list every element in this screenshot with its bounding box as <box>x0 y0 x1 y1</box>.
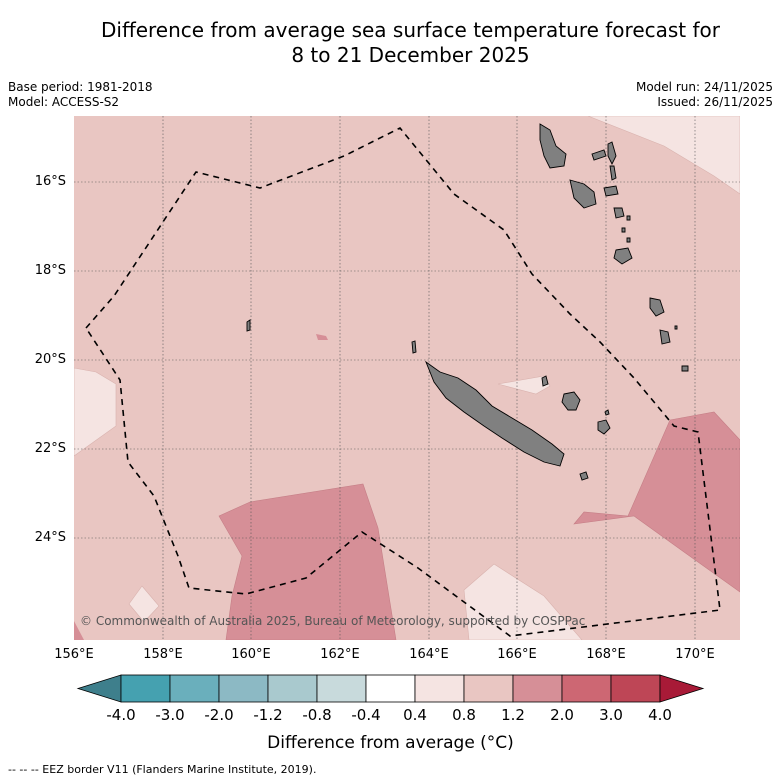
base-anomaly-field <box>74 116 740 640</box>
efate-island <box>613 207 625 219</box>
colorbar-over-triangle <box>659 674 705 703</box>
maewo-island <box>607 141 617 166</box>
pentecost-island <box>609 165 617 181</box>
colorbar-bin-1 <box>169 674 220 703</box>
light-anomaly-region-w <box>74 367 117 457</box>
walpole-island <box>604 409 610 416</box>
small-islet-2 <box>621 227 626 233</box>
loyalty-islands-lifou <box>561 391 581 411</box>
land-masses <box>246 123 689 481</box>
small-islet-3 <box>626 237 631 243</box>
colorbar-bin-6 <box>414 674 465 703</box>
y-tick-24s: 24°S <box>34 530 66 545</box>
model-run: Model run: 24/11/2025 <box>635 80 773 94</box>
colorbar-label: 0.8 <box>452 706 476 724</box>
base-period: Base period: 1981-2018 <box>8 80 153 94</box>
small-islet-1 <box>626 215 631 221</box>
y-tick-16s: 16°S <box>34 174 66 189</box>
colorbar-label: 2.0 <box>550 706 574 724</box>
new-caledonia-island <box>425 360 565 467</box>
x-tick-170: 170°E <box>675 647 715 662</box>
issued-date: Issued: 26/11/2025 <box>657 95 773 109</box>
light-anomaly-region-sw <box>128 585 160 623</box>
colorbar-label: -0.4 <box>351 706 381 724</box>
colorbar-bin-2 <box>218 674 269 703</box>
colorbar-title: Difference from average (°C) <box>267 733 514 753</box>
title-line-1: Difference from average sea surface temp… <box>100 18 720 42</box>
light-anomaly-region-ne <box>587 116 740 195</box>
x-tick-158: 158°E <box>143 647 183 662</box>
gridlines <box>74 116 740 640</box>
loyalty-islands-ouvea <box>541 375 549 387</box>
colorbar-bin-8 <box>512 674 563 703</box>
colorbar-label: -3.0 <box>155 706 185 724</box>
colorbar-label: -2.0 <box>204 706 234 724</box>
colorbar-bin-7 <box>463 674 514 703</box>
y-tick-20s: 20°S <box>34 352 66 367</box>
warm-anomaly-edge-sw <box>74 621 84 640</box>
epi-island <box>603 185 619 197</box>
x-tick-160: 160°E <box>231 647 271 662</box>
chart-title: Difference from average sea surface temp… <box>40 18 781 68</box>
aneityum-island <box>659 329 671 345</box>
colorbar-label: 0.4 <box>403 706 427 724</box>
colorbar-bin-10 <box>610 674 661 703</box>
ambae-island <box>591 149 607 161</box>
chesterfield-islet <box>246 319 251 332</box>
meta-right: Model run: 24/11/2025 Issued: 26/11/2025 <box>636 80 773 110</box>
eez-border <box>84 126 721 637</box>
espiritu-santo-island <box>539 123 567 169</box>
colorbar-bin-9 <box>561 674 612 703</box>
y-tick-18s: 18°S <box>34 263 66 278</box>
isle-of-pines <box>579 471 589 481</box>
title-line-2: 8 to 21 December 2025 <box>291 43 530 67</box>
eez-legend-footer: -- -- -- EEZ border V11 (Flanders Marine… <box>8 763 317 776</box>
x-tick-156: 156°E <box>54 647 94 662</box>
copyright-credit: © Commonwealth of Australia 2025, Bureau… <box>80 614 586 628</box>
meta-left: Base period: 1981-2018 Model: ACCESS-S2 <box>8 80 153 110</box>
model-name: Model: ACCESS-S2 <box>8 95 120 109</box>
x-tick-164: 164°E <box>409 647 449 662</box>
colorbar-label: 4.0 <box>648 706 672 724</box>
colorbar-bin-0 <box>120 674 171 703</box>
warm-anomaly-region-e <box>573 411 740 593</box>
hunter-island <box>681 365 689 372</box>
tanna-island <box>649 297 665 317</box>
colorbar-bin-4 <box>316 674 367 703</box>
x-tick-168: 168°E <box>586 647 626 662</box>
colorbar-label: 1.2 <box>501 706 525 724</box>
colorbar-label: -4.0 <box>106 706 136 724</box>
colorbar-bin-3 <box>267 674 318 703</box>
erromango-island <box>613 247 633 265</box>
y-tick-22s: 22°S <box>34 441 66 456</box>
small-islet-4 <box>411 340 417 354</box>
light-anomaly-region-s <box>463 563 583 640</box>
malekula-island <box>569 179 597 209</box>
colorbar-label: -0.8 <box>302 706 332 724</box>
light-anomaly-region-nc <box>497 375 551 395</box>
colorbar-label: 3.0 <box>599 706 623 724</box>
warm-anomaly-region-s <box>218 483 397 640</box>
colorbar-label: -1.2 <box>253 706 283 724</box>
loyalty-islands-mare <box>597 419 611 435</box>
colorbar-under-triangle <box>76 674 122 703</box>
sst-anomaly-map <box>74 116 740 640</box>
colorbar-bin-5 <box>365 674 416 703</box>
x-tick-166: 166°E <box>497 647 537 662</box>
warm-anomaly-patch <box>316 334 328 340</box>
x-tick-162: 162°E <box>320 647 360 662</box>
small-islet-5 <box>674 325 678 330</box>
